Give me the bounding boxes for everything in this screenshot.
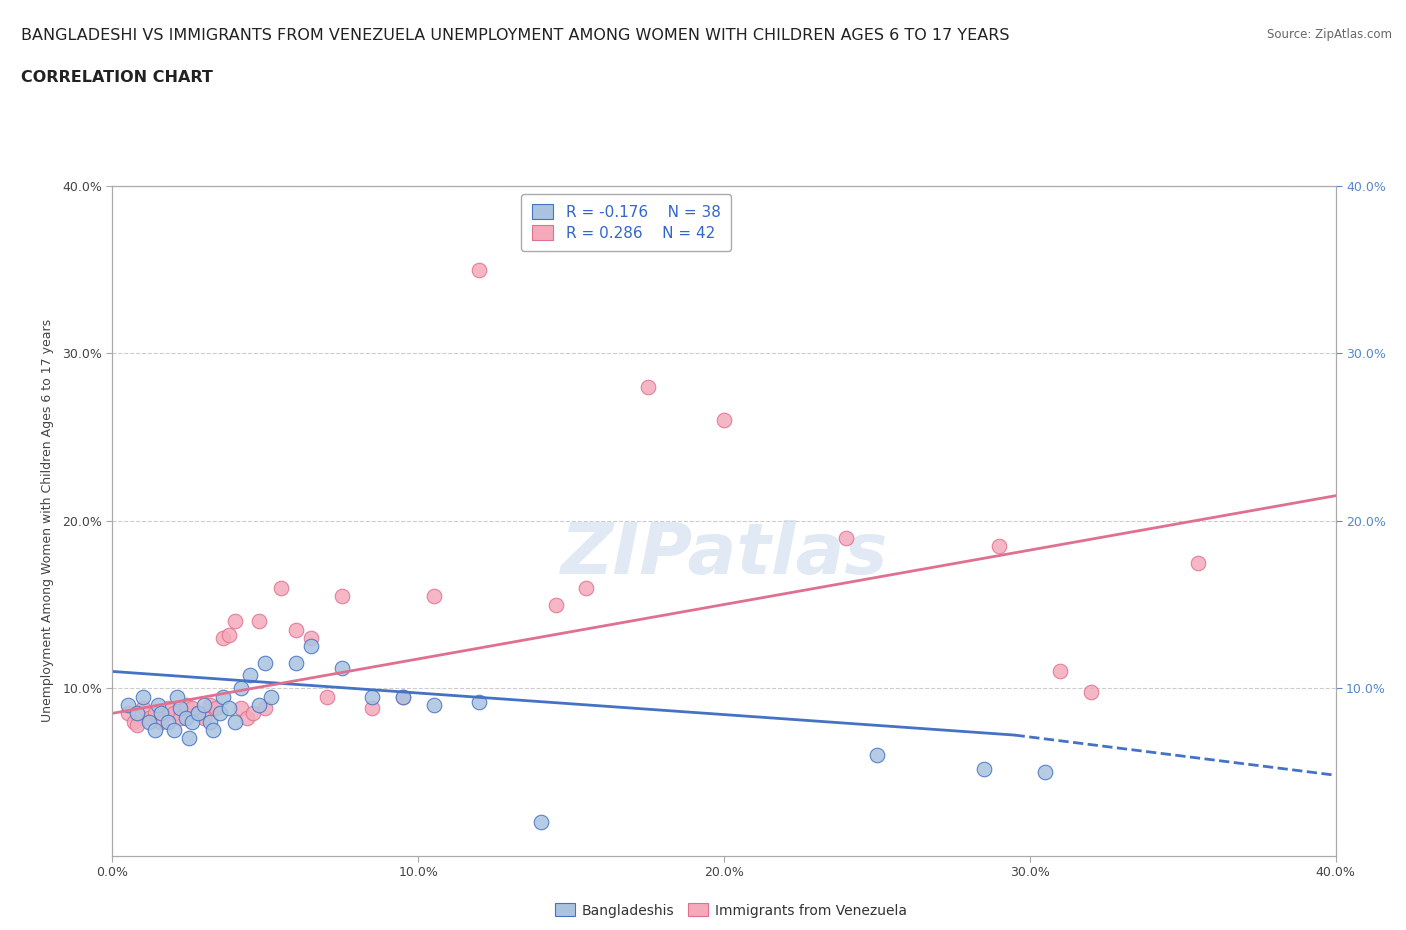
Point <box>156 714 179 729</box>
Point <box>125 718 148 733</box>
Point <box>544 597 567 612</box>
Legend: Bangladeshis, Immigrants from Venezuela: Bangladeshis, Immigrants from Venezuela <box>550 897 912 923</box>
Point <box>169 711 191 725</box>
Point <box>174 698 197 712</box>
Point <box>392 689 415 704</box>
Point <box>117 698 139 712</box>
Point <box>166 689 188 704</box>
Point <box>187 706 209 721</box>
Point <box>468 262 491 277</box>
Point <box>177 731 200 746</box>
Point <box>1033 764 1056 779</box>
Point <box>169 701 191 716</box>
Point <box>973 761 995 776</box>
Point <box>163 706 186 721</box>
Point <box>637 379 659 394</box>
Point <box>117 706 139 721</box>
Point <box>392 689 415 704</box>
Point <box>284 622 308 637</box>
Point <box>236 711 259 725</box>
Point <box>988 538 1011 553</box>
Text: Source: ZipAtlas.com: Source: ZipAtlas.com <box>1267 28 1392 41</box>
Point <box>260 689 283 704</box>
Point <box>211 631 233 645</box>
Point <box>143 723 166 737</box>
Point <box>284 656 308 671</box>
Point <box>211 689 233 704</box>
Point <box>224 714 246 729</box>
Point <box>299 631 322 645</box>
Point <box>132 701 155 716</box>
Point <box>866 748 889 763</box>
Text: ZIPatlas: ZIPatlas <box>561 520 887 589</box>
Point <box>1049 664 1071 679</box>
Point <box>270 580 292 595</box>
Point <box>835 530 858 545</box>
Point <box>150 714 173 729</box>
Point <box>205 701 228 716</box>
Point <box>229 681 252 696</box>
Point <box>224 614 246 629</box>
Point <box>247 614 270 629</box>
Point <box>148 698 170 712</box>
Point <box>422 698 444 712</box>
Point <box>181 714 204 729</box>
Point <box>218 701 240 716</box>
Point <box>200 698 222 712</box>
Point <box>229 701 252 716</box>
Point <box>575 580 598 595</box>
Point <box>713 413 735 428</box>
Point <box>254 656 277 671</box>
Point <box>150 706 173 721</box>
Point <box>239 668 262 683</box>
Point <box>361 701 384 716</box>
Point <box>315 689 337 704</box>
Point <box>422 589 444 604</box>
Point <box>330 589 353 604</box>
Point <box>156 701 179 716</box>
Legend: R = -0.176    N = 38, R = 0.286    N = 42: R = -0.176 N = 38, R = 0.286 N = 42 <box>522 193 731 251</box>
Y-axis label: Unemployment Among Women with Children Ages 6 to 17 years: Unemployment Among Women with Children A… <box>41 319 53 723</box>
Point <box>193 711 215 725</box>
Point <box>247 698 270 712</box>
Point <box>1187 555 1209 570</box>
Point <box>125 706 148 721</box>
Point <box>330 660 353 675</box>
Point <box>143 706 166 721</box>
Point <box>242 706 264 721</box>
Point <box>1080 684 1102 699</box>
Point <box>299 639 322 654</box>
Point <box>187 706 209 721</box>
Point <box>200 714 222 729</box>
Point <box>361 689 384 704</box>
Point <box>202 723 225 737</box>
Point <box>181 701 204 716</box>
Point <box>122 714 145 729</box>
Point <box>174 711 197 725</box>
Text: CORRELATION CHART: CORRELATION CHART <box>21 70 212 85</box>
Point <box>193 698 215 712</box>
Point <box>218 627 240 642</box>
Point <box>138 714 160 729</box>
Point <box>208 706 231 721</box>
Point <box>163 723 186 737</box>
Point <box>132 689 155 704</box>
Point <box>254 701 277 716</box>
Point <box>468 694 491 709</box>
Text: BANGLADESHI VS IMMIGRANTS FROM VENEZUELA UNEMPLOYMENT AMONG WOMEN WITH CHILDREN : BANGLADESHI VS IMMIGRANTS FROM VENEZUELA… <box>21 28 1010 43</box>
Point <box>530 815 553 830</box>
Point <box>138 711 160 725</box>
